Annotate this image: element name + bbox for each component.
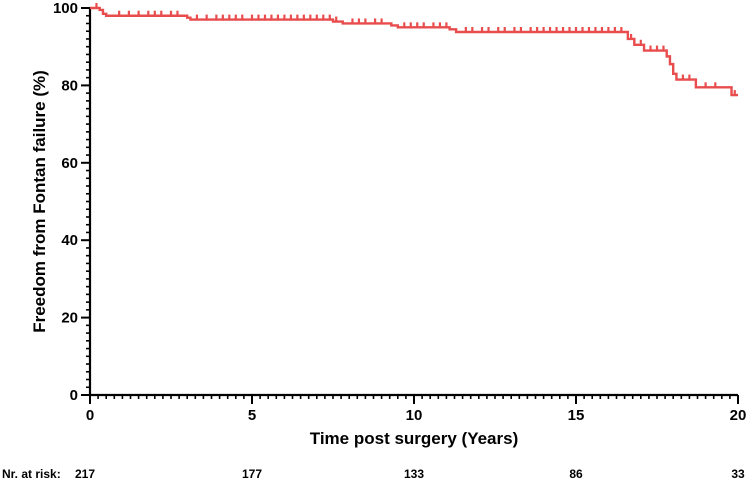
y-axis-title: Freedom from Fontan failure (%) <box>30 70 49 333</box>
km-curve <box>90 6 738 97</box>
y-tick-label: 0 <box>70 387 78 404</box>
risk-count: 86 <box>569 467 583 480</box>
x-tick-label: 5 <box>248 407 256 424</box>
risk-count: 133 <box>404 467 424 480</box>
risk-count: 33 <box>731 467 745 480</box>
risk-count: 217 <box>75 467 95 480</box>
y-tick-label: 60 <box>61 155 78 172</box>
x-tick-label: 20 <box>730 407 747 424</box>
risk-table-label: Nr. at risk: <box>2 467 61 480</box>
km-series <box>90 3 738 97</box>
risk-count: 177 <box>242 467 262 480</box>
y-axis: 0 20 40 60 80 100 <box>53 0 92 404</box>
y-tick-label: 80 <box>61 77 78 94</box>
risk-table: Nr. at risk: 217 177 133 86 33 <box>2 467 745 480</box>
y-tick-label: 40 <box>61 232 78 249</box>
x-tick-label: 10 <box>406 407 423 424</box>
y-tick-label: 100 <box>53 0 78 17</box>
x-axis-title: Time post surgery (Years) <box>310 429 519 448</box>
y-tick-label: 20 <box>61 310 78 327</box>
x-tick-label: 15 <box>568 407 585 424</box>
x-axis: 0 5 10 15 20 <box>86 393 747 424</box>
x-tick-label: 0 <box>86 407 94 424</box>
